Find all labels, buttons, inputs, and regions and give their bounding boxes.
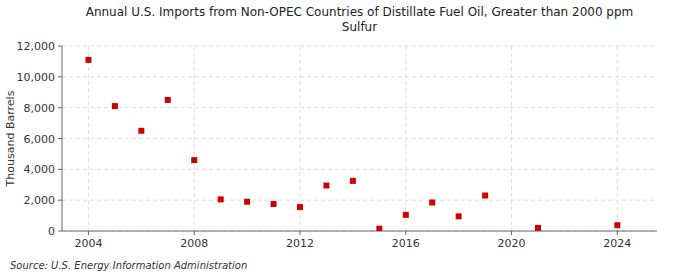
y-grid-line — [62, 46, 657, 47]
y-tick — [58, 76, 62, 77]
y-tick-label: 10,000 — [17, 71, 56, 84]
y-tick-label: 12,000 — [17, 40, 56, 53]
y-tick — [58, 107, 62, 108]
point — [271, 201, 277, 207]
point — [112, 103, 118, 109]
y-tick-label: 2,000 — [24, 194, 56, 207]
point — [535, 225, 541, 231]
y-grid-line — [62, 107, 657, 108]
title: Annual U.S. Imports from Non-OPEC Countr… — [86, 5, 634, 34]
point — [403, 212, 409, 218]
point — [244, 199, 250, 205]
y-grid-line — [62, 231, 657, 232]
x-grid-line — [405, 46, 406, 231]
x-tick — [300, 231, 301, 235]
point — [191, 157, 197, 163]
point — [429, 199, 435, 205]
y-tick-label: 6,000 — [24, 133, 56, 146]
y-grid-line — [62, 200, 657, 201]
x-grid-line — [617, 46, 618, 231]
y-grid-line — [62, 138, 657, 139]
y-tick-label: 0 — [48, 225, 55, 238]
point — [614, 222, 620, 228]
point — [165, 97, 171, 103]
chart-container: Annual U.S. Imports from Non-OPEC Countr… — [0, 0, 675, 275]
x-tick-label: 2008 — [180, 237, 208, 250]
y-axis-line — [62, 46, 63, 231]
chart-svg: Annual U.S. Imports from Non-OPEC Countr… — [0, 0, 675, 275]
y-tick — [58, 138, 62, 139]
x-tick-label: 2004 — [74, 237, 102, 250]
x-tick — [194, 231, 195, 235]
source: Source: U.S. Energy Information Administ… — [10, 260, 247, 271]
points — [85, 57, 620, 231]
point — [138, 128, 144, 134]
y-grid-line — [62, 169, 657, 170]
point — [218, 196, 224, 202]
y-tick-label: 4,000 — [24, 163, 56, 176]
x-grid-line — [194, 46, 195, 231]
axes: 0 2,000 4,000 6,000 8,000 10,000 12,000 2004 200… — [17, 40, 658, 250]
x-tick-label: 2012 — [286, 237, 314, 250]
grid — [62, 46, 657, 231]
x-tick-label: 2024 — [603, 237, 631, 250]
x-grid-line — [88, 46, 89, 231]
point — [376, 226, 382, 231]
x-tick — [617, 231, 618, 235]
y-tick — [58, 46, 62, 47]
point — [456, 213, 462, 219]
x-tick — [511, 231, 512, 235]
point — [482, 193, 488, 199]
y-grid-line — [62, 76, 657, 77]
point — [323, 183, 329, 189]
x-axis-line — [62, 231, 657, 232]
y-tick-label: 8,000 — [24, 102, 56, 115]
x-tick-label: 2020 — [498, 237, 526, 250]
x-tick — [405, 231, 406, 235]
point — [350, 178, 356, 184]
x-tick-label: 2016 — [392, 237, 420, 250]
y-tick — [58, 169, 62, 170]
point — [85, 57, 91, 63]
x-tick — [88, 231, 89, 235]
y-axis-label: Thousand Barrels — [4, 90, 17, 187]
y-tick — [58, 231, 62, 232]
point — [297, 204, 303, 210]
x-grid-line — [511, 46, 512, 231]
x-grid-line — [300, 46, 301, 231]
y-tick — [58, 200, 62, 201]
